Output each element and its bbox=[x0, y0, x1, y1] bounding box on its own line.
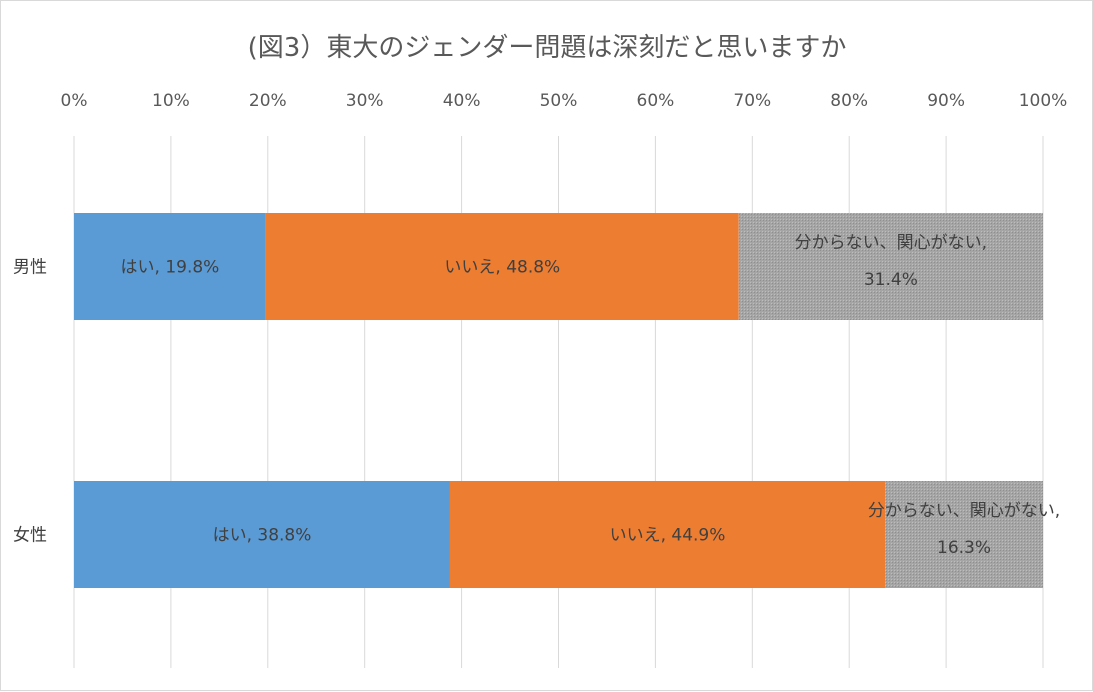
bars bbox=[74, 213, 1043, 588]
x-tick-label: 40% bbox=[443, 91, 481, 111]
bar-segment bbox=[74, 481, 450, 588]
data-label: 分からない、関心がない, 31.4% bbox=[795, 233, 987, 290]
x-tick-label: 100% bbox=[1019, 91, 1068, 111]
x-tick-label: 60% bbox=[637, 91, 675, 111]
x-tick-label: 90% bbox=[927, 91, 965, 111]
category-label: 女性 bbox=[13, 526, 47, 546]
category-label: 男性 bbox=[13, 258, 47, 278]
x-tick-label: 30% bbox=[346, 91, 384, 111]
x-tick-label: 50% bbox=[540, 91, 578, 111]
chart-title: (図3）東大のジェンダー問題は深刻だと思いますか bbox=[248, 33, 847, 63]
x-tick-label: 80% bbox=[830, 91, 868, 111]
data-label: はい, 19.8% bbox=[121, 258, 220, 278]
data-label: はい, 38.8% bbox=[213, 526, 312, 546]
bar-segment bbox=[738, 213, 1043, 320]
x-tick-label: 10% bbox=[152, 91, 190, 111]
data-label: いいえ, 48.8% bbox=[444, 258, 560, 278]
bar-segment bbox=[449, 481, 886, 588]
x-axis-ticks: 0% 10% 20% 30% 40% 50% 60% 70% 80% 90% 100% bbox=[61, 91, 1068, 111]
bar-segment bbox=[885, 481, 1043, 588]
x-tick-label: 0% bbox=[61, 91, 88, 111]
data-label: 分からない、関心がない, 16.3% bbox=[868, 501, 1060, 558]
x-tick-label: 20% bbox=[249, 91, 287, 111]
bar-segment bbox=[74, 213, 266, 320]
data-label: いいえ, 44.9% bbox=[610, 526, 726, 546]
data-labels: はい, 19.8% いいえ, 48.8% 分からない、関心がない, 31.4% はい, … bbox=[121, 233, 1061, 558]
bar-segment bbox=[265, 213, 739, 320]
x-tick-label: 70% bbox=[733, 91, 771, 111]
